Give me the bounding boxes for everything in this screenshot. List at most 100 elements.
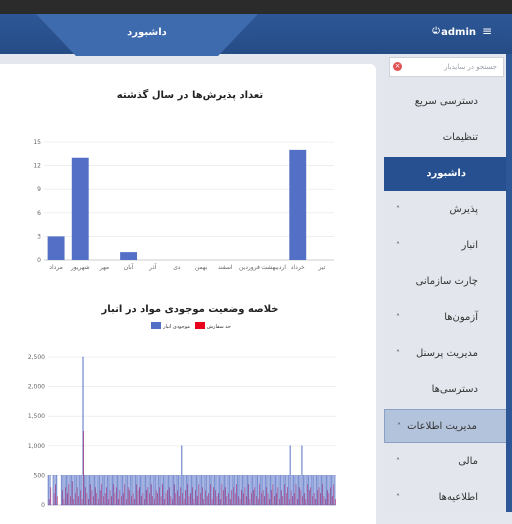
stock-bar [182,475,184,506]
order-limit-bar [75,493,76,505]
clear-search-icon[interactable]: × [393,62,402,71]
sidebar-item-4[interactable]: انبار ˄ [384,229,508,263]
stock-bar [274,475,277,506]
order-limit-bar [135,484,137,505]
sidebar-item-label: اطلاعیه‌ها [438,492,478,503]
sidebar-item-8[interactable]: دسترسی‌ها [384,373,508,407]
stock-bar [260,475,262,506]
order-limit-bar [310,487,312,505]
order-limit-bar [316,490,318,505]
legend-label: موجودی انبار [162,324,190,330]
order-limit-bar [218,493,219,505]
stock-bar [329,475,331,506]
stock-bar [62,475,64,506]
stock-bar [205,475,207,506]
sidebar-item-label: مدیریت اطلاعات [407,421,477,432]
order-limit-bar [196,496,198,505]
order-limit-bar [103,496,104,505]
sidebar-item-2[interactable]: داشبورد [384,157,508,191]
order-limit-bar [259,484,261,505]
power-icon[interactable]: ⏻ [432,26,440,37]
sidebar-scrollbar[interactable] [506,54,512,512]
stock-bar [65,475,68,506]
order-limit-bar [205,490,206,505]
order-limit-bar [122,493,124,505]
stock-bar [121,475,124,506]
sidebar-item-0[interactable]: دسترسی سریع [384,85,508,119]
x-tick-label: مهر [99,264,109,271]
sidebar-item-7[interactable]: مدیریت پرسنل ˄ [384,337,508,371]
sidebar-item-label: انبار [461,240,478,251]
stock-bar [162,475,165,506]
stock-bar [167,475,170,506]
order-limit-bar [270,490,272,505]
sidebar-item-6[interactable]: آزمون‌ها ˄ [384,301,508,335]
stock-bar [266,475,268,506]
stock-bar [171,475,173,506]
y-tick-label: 500 [34,472,46,479]
order-limit-bar [252,490,254,505]
header-tab-dashboard[interactable]: داشبورد [36,14,258,56]
stock-bar [136,475,138,506]
order-limit-bar [211,499,213,505]
stock-bar [307,475,310,506]
stock-bar [111,475,114,506]
sidebar-item-9[interactable]: مدیریت اطلاعات ˄ [384,409,508,443]
sidebar-item-11[interactable]: اطلاعیه‌ها ˄ [384,481,508,515]
sidebar-item-1[interactable]: تنظیمات [384,121,508,155]
order-limit-bar [93,496,94,505]
stock-bar [213,475,216,506]
order-limit-bar [65,487,66,505]
sidebar-item-label: داشبورد [426,168,466,179]
order-limit-bar [186,484,188,505]
x-tick-label: مرداد [49,264,63,271]
stock-bar [327,475,329,506]
stock-bar [54,475,56,506]
order-limit-bar [275,493,277,505]
stock-bar [77,475,79,506]
stock-bar [184,475,186,506]
order-limit-bar [206,496,208,505]
order-limit-bar [213,487,215,505]
order-limit-bar [190,493,192,505]
stock-bar [250,475,252,506]
order-limit-bar [228,493,229,505]
sidebar-item-5[interactable]: چارت سازمانی [384,265,508,299]
stock-bar [143,475,145,506]
order-limit-bar [182,493,183,505]
order-limit-bar [159,487,160,505]
stock-bar [75,475,77,506]
order-limit-bar [295,484,297,505]
stock-bar [88,475,91,506]
order-limit-bar [157,493,159,505]
order-limit-bar [180,487,182,505]
stock-bar [330,475,333,506]
stock-bar [306,475,308,506]
stock-bar [176,475,178,506]
order-limit-bar [139,487,140,505]
order-limit-bar [88,499,89,505]
stock-bar [207,475,209,506]
stock-bar [60,475,63,506]
order-limit-bar [326,490,328,505]
stock-bar [319,475,321,506]
bar [71,157,89,260]
dashboard-content [0,64,376,524]
sidebar-item-3[interactable]: پذیرش ˄ [384,193,508,227]
stock-bar [153,475,155,506]
sidebar-search-input[interactable]: جستجو در سایدبار [389,57,504,77]
order-limit-bar [70,496,71,505]
sidebar-item-label: چارت سازمانی [415,276,478,287]
stock-bar [100,475,102,506]
stock-bar [189,475,191,506]
sidebar-item-10[interactable]: مالی ˄ [384,445,508,479]
stock-bar [161,475,163,506]
hamburger-menu-icon[interactable]: ≡ [481,24,492,38]
admin-label[interactable]: - admin [433,27,476,38]
order-limit-bar [101,484,103,505]
order-limit-bar [119,490,121,505]
stock-bar [128,475,130,506]
stock-bar [87,475,89,506]
order-limit-bar [185,490,187,505]
stock-bar [243,475,245,506]
